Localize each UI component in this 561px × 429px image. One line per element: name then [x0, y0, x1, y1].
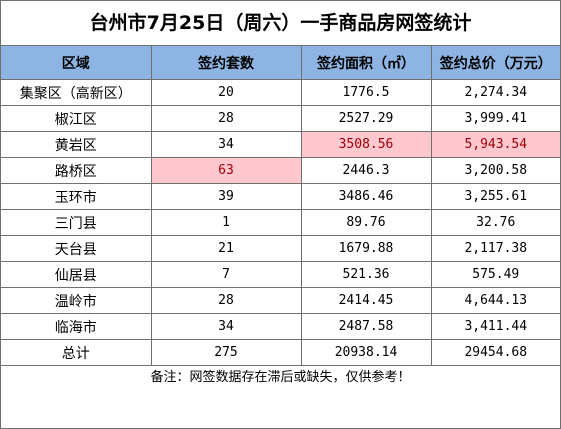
area-cell: 2414.45	[300, 287, 432, 314]
header-row: 区域 签约套数 签约面积（㎡） 签约总价（万元）	[1, 46, 560, 80]
table-row: 温岭市 28 2414.45 4,644.13	[1, 287, 560, 314]
column-header-region: 区域	[1, 46, 152, 80]
total-row: 总计 275 20938.14 29454.68	[1, 339, 560, 366]
units-cell: 39	[150, 183, 302, 210]
region-cell: 临海市	[1, 313, 152, 340]
table-row: 集聚区（高新区） 20 1776.5 2,274.34	[1, 79, 560, 106]
total-label: 总计	[1, 339, 152, 366]
region-cell: 天台县	[1, 235, 152, 262]
region-cell: 集聚区（高新区）	[1, 79, 152, 106]
area-cell: 89.76	[300, 209, 432, 236]
total-units: 275	[150, 339, 302, 366]
units-cell: 7	[150, 261, 302, 288]
table-row: 天台县 21 1679.88 2,117.38	[1, 235, 560, 262]
price-cell: 3,200.58	[430, 157, 560, 184]
price-cell: 3,999.41	[430, 105, 560, 132]
column-header-price: 签约总价（万元）	[430, 46, 560, 80]
price-cell: 575.49	[430, 261, 560, 288]
price-cell-highlighted: 5,943.54	[430, 131, 560, 158]
units-cell: 1	[150, 209, 302, 236]
area-cell: 1679.88	[300, 235, 432, 262]
price-cell: 3,255.61	[430, 183, 560, 210]
sales-table: 区域 签约套数 签约面积（㎡） 签约总价（万元） 集聚区（高新区） 20 177…	[1, 46, 560, 366]
footnote: 备注：网签数据存在滞后或缺失，仅供参考！	[150, 370, 411, 385]
region-cell: 椒江区	[1, 105, 152, 132]
units-cell: 21	[150, 235, 302, 262]
region-cell: 黄岩区	[1, 131, 152, 158]
area-cell: 521.36	[300, 261, 432, 288]
price-cell: 32.76	[430, 209, 560, 236]
table-row: 三门县 1 89.76 32.76	[1, 209, 560, 236]
area-cell-highlighted: 3508.56	[300, 131, 432, 158]
table-row: 仙居县 7 521.36 575.49	[1, 261, 560, 288]
column-header-area: 签约面积（㎡）	[300, 46, 432, 80]
sheet-title: 台州市7月25日（周六）一手商品房网签统计	[1, 1, 560, 46]
total-area: 20938.14	[300, 339, 432, 366]
region-cell: 玉环市	[1, 183, 152, 210]
table-row: 路桥区 63 2446.3 3,200.58	[1, 157, 560, 184]
area-cell: 3486.46	[300, 183, 432, 210]
table-row: 黄岩区 34 3508.56 5,943.54	[1, 131, 560, 158]
region-cell: 温岭市	[1, 287, 152, 314]
units-cell: 20	[150, 79, 302, 106]
area-cell: 2446.3	[300, 157, 432, 184]
region-cell: 三门县	[1, 209, 152, 236]
price-cell: 2,274.34	[430, 79, 560, 106]
region-cell: 路桥区	[1, 157, 152, 184]
units-cell: 34	[150, 313, 302, 340]
total-price: 29454.68	[430, 339, 560, 366]
units-cell-highlighted: 63	[150, 157, 302, 184]
region-cell: 仙居县	[1, 261, 152, 288]
area-cell: 1776.5	[300, 79, 432, 106]
units-cell: 28	[150, 105, 302, 132]
price-cell: 3,411.44	[430, 313, 560, 340]
table-row: 椒江区 28 2527.29 3,999.41	[1, 105, 560, 132]
table-row: 玉环市 39 3486.46 3,255.61	[1, 183, 560, 210]
area-cell: 2527.29	[300, 105, 432, 132]
area-cell: 2487.58	[300, 313, 432, 340]
table-row: 临海市 34 2487.58 3,411.44	[1, 313, 560, 340]
price-cell: 2,117.38	[430, 235, 560, 262]
units-cell: 34	[150, 131, 302, 158]
units-cell: 28	[150, 287, 302, 314]
column-header-units: 签约套数	[150, 46, 302, 80]
price-cell: 4,644.13	[430, 287, 560, 314]
